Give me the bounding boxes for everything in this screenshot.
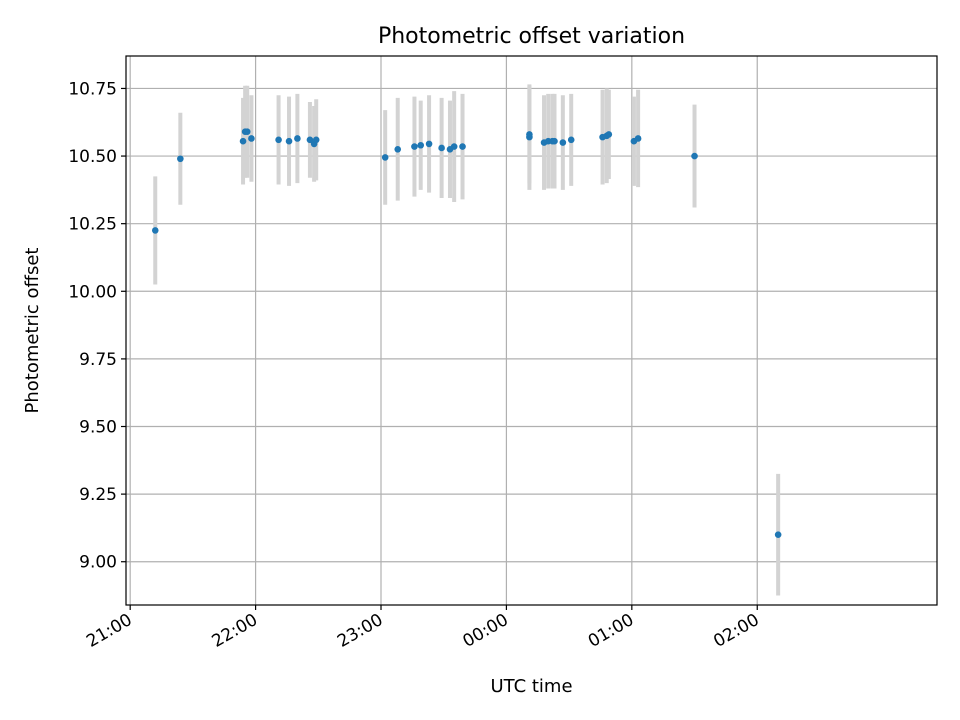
x-axis-label: UTC time <box>490 676 572 697</box>
plot-frame <box>125 55 938 606</box>
data-point <box>177 155 184 163</box>
data-point <box>551 137 558 145</box>
x-tick-label: 22:00 <box>209 610 261 652</box>
point-layer <box>151 128 782 538</box>
data-point <box>634 135 642 142</box>
data-point <box>450 143 458 150</box>
data-point <box>394 146 402 153</box>
x-axis-ticks: 21:00 22:00 23:00 00:00 01:00 02:00 <box>83 605 763 652</box>
data-point <box>151 227 159 234</box>
data-point <box>306 136 314 144</box>
y-axis-label: Photometric offset <box>22 248 43 414</box>
x-tick-label: 01:00 <box>585 610 637 652</box>
y-tick-label: 9.75 <box>79 350 117 370</box>
data-point <box>567 136 575 144</box>
y-tick-label: 9.50 <box>79 418 117 438</box>
y-tick-label: 9.00 <box>79 553 117 573</box>
data-point <box>691 152 698 160</box>
data-point <box>275 136 282 144</box>
x-tick-label: 23:00 <box>334 610 386 652</box>
grid-layer <box>126 56 937 605</box>
data-point <box>438 144 445 152</box>
y-tick-label: 10.50 <box>68 147 117 167</box>
data-point <box>526 131 533 138</box>
y-axis-ticks: 9.00 9.25 9.50 9.75 10.00 10.25 10.50 10.75 <box>68 79 126 573</box>
data-point <box>294 135 301 142</box>
x-tick-label: 21:00 <box>83 610 135 652</box>
y-tick-label: 9.25 <box>79 485 117 505</box>
chart-title: Photometric offset variation <box>378 24 685 49</box>
data-point <box>459 143 466 150</box>
data-point <box>239 137 247 145</box>
x-tick-label: 00:00 <box>459 610 511 652</box>
errorbar-layer <box>153 84 781 596</box>
data-point <box>605 131 613 138</box>
y-tick-label: 10.00 <box>68 282 117 302</box>
y-tick-label: 10.75 <box>68 79 117 99</box>
data-point <box>248 135 255 142</box>
x-tick-label: 02:00 <box>710 610 762 652</box>
data-point <box>417 141 425 149</box>
data-point <box>774 531 782 538</box>
y-tick-label: 10.25 <box>68 215 117 235</box>
data-point <box>243 128 251 136</box>
data-point <box>411 143 418 150</box>
data-point <box>285 137 293 145</box>
data-point <box>381 154 389 161</box>
data-point <box>425 140 433 148</box>
data-point <box>559 139 567 146</box>
data-point <box>312 136 320 144</box>
